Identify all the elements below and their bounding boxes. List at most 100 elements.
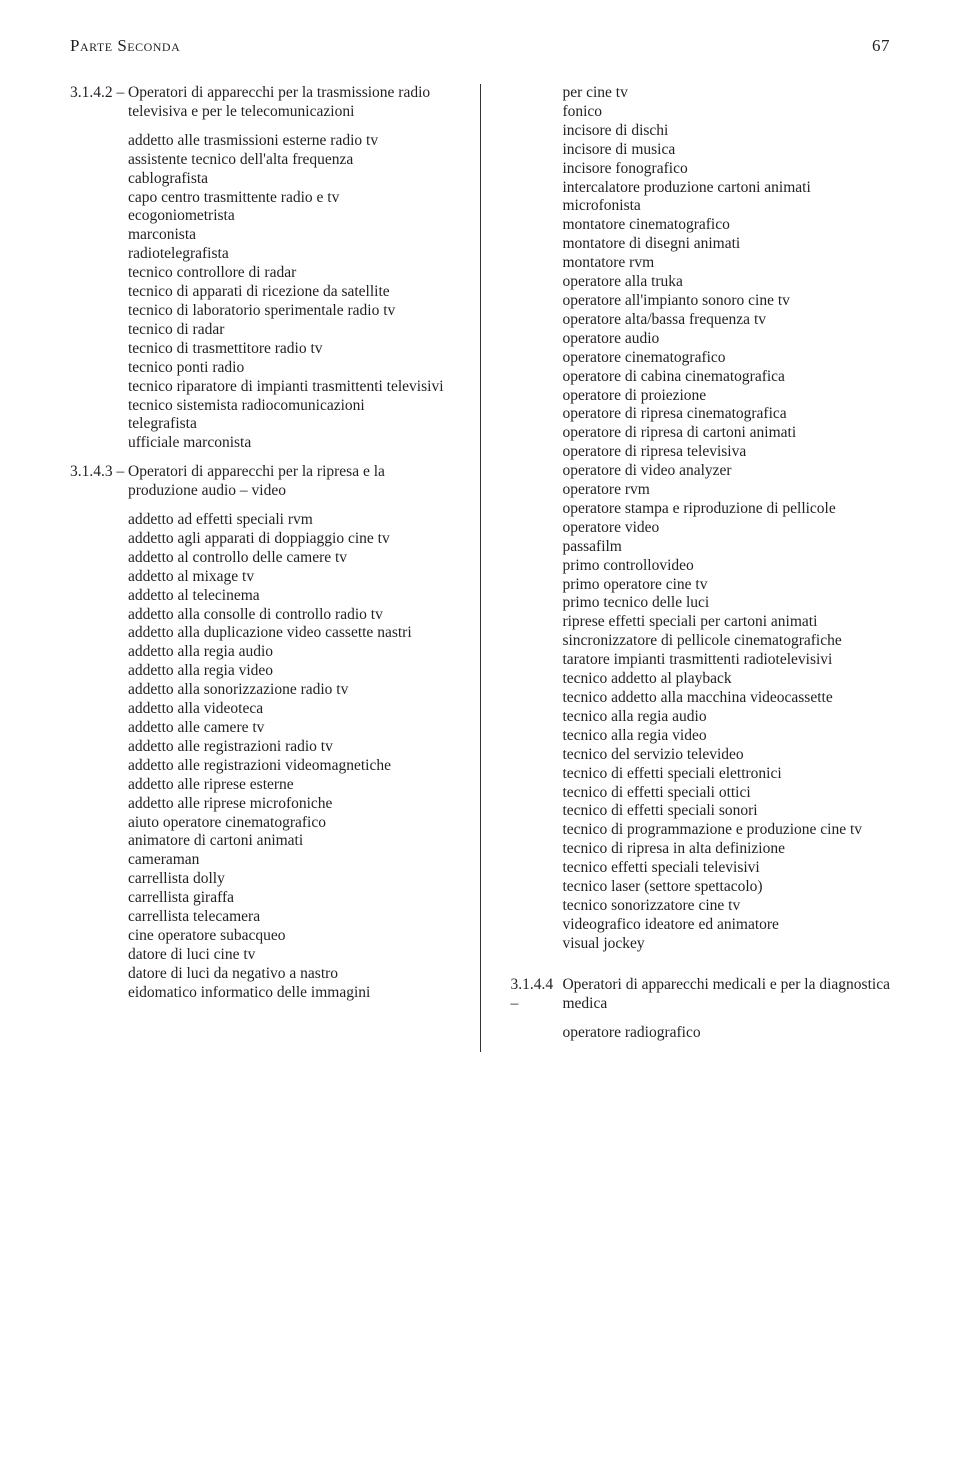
term: montatore rvm xyxy=(562,254,890,273)
term: passafilm xyxy=(562,538,890,557)
term: ecogoniometrista xyxy=(128,207,450,226)
term: cablografista xyxy=(128,170,450,189)
term: tecnico di apparati di ricezione da sate… xyxy=(128,283,450,302)
term: tecnico sistemista radiocomunicazioni xyxy=(128,397,450,416)
term: visual jockey xyxy=(562,935,890,954)
term-list: addetto ad effetti speciali rvmaddetto a… xyxy=(128,511,450,1003)
term: carrellista dolly xyxy=(128,870,450,889)
term: tecnico addetto alla macchina videocasse… xyxy=(562,689,890,708)
term: microfonista xyxy=(562,197,890,216)
term: tecnico ponti radio xyxy=(128,359,450,378)
term: primo operatore cine tv xyxy=(562,576,890,595)
term: tecnico di ripresa in alta definizione xyxy=(562,840,890,859)
section: 3.1.4.3 –Operatori di apparecchi per la … xyxy=(70,463,450,1002)
term: aiuto operatore cinematografico xyxy=(128,814,450,833)
column-separator xyxy=(480,84,481,1052)
term-list: per cine tvfonicoincisore di dischiincis… xyxy=(562,84,890,954)
term: cine operatore subacqueo xyxy=(128,927,450,946)
section: 3.1.4.4 –Operatori di apparecchi medical… xyxy=(510,976,890,1043)
term: tecnico di trasmettitore radio tv xyxy=(128,340,450,359)
term: tecnico di laboratorio sperimentale radi… xyxy=(128,302,450,321)
term: addetto al mixage tv xyxy=(128,568,450,587)
right-column: per cine tvfonicoincisore di dischiincis… xyxy=(510,84,890,1052)
section-title: Operatori di apparecchi medicali e per l… xyxy=(562,976,890,1014)
term: operatore di ripresa televisiva xyxy=(562,443,890,462)
term: addetto alle riprese esterne xyxy=(128,776,450,795)
term: operatore di proiezione xyxy=(562,387,890,406)
term: tecnico alla regia audio xyxy=(562,708,890,727)
term: marconista xyxy=(128,226,450,245)
term: addetto al telecinema xyxy=(128,587,450,606)
term: eidomatico informatico delle immagini xyxy=(128,984,450,1003)
term: intercalatore produzione cartoni animati xyxy=(562,179,890,198)
term: tecnico di radar xyxy=(128,321,450,340)
term: riprese effetti speciali per cartoni ani… xyxy=(562,613,890,632)
term: operatore cinematografico xyxy=(562,349,890,368)
section-number: 3.1.4.3 – xyxy=(70,463,128,1002)
term: tecnico sonorizzatore cine tv xyxy=(562,897,890,916)
term: operatore di cabina cinematografica xyxy=(562,368,890,387)
term: operatore di ripresa di cartoni animati xyxy=(562,424,890,443)
term: addetto alla sonorizzazione radio tv xyxy=(128,681,450,700)
term: videografico ideatore ed animatore xyxy=(562,916,890,935)
term: operatore audio xyxy=(562,330,890,349)
header-title: Parte Seconda xyxy=(70,36,180,56)
term: telegrafista xyxy=(128,415,450,434)
term: animatore di cartoni animati xyxy=(128,832,450,851)
term: taratore impianti trasmittenti radiotele… xyxy=(562,651,890,670)
term: operatore di video analyzer xyxy=(562,462,890,481)
term: per cine tv xyxy=(562,84,890,103)
term: addetto alle registrazioni radio tv xyxy=(128,738,450,757)
term: operatore di ripresa cinematografica xyxy=(562,405,890,424)
term: tecnico laser (settore spettacolo) xyxy=(562,878,890,897)
term: operatore all'impianto sonoro cine tv xyxy=(562,292,890,311)
term: radiotelegrafista xyxy=(128,245,450,264)
term: incisore di dischi xyxy=(562,122,890,141)
term: primo tecnico delle luci xyxy=(562,594,890,613)
section: 3.1.4.2 –Operatori di apparecchi per la … xyxy=(70,84,450,453)
continuation-block: per cine tvfonicoincisore di dischiincis… xyxy=(510,84,890,966)
term: addetto alla videoteca xyxy=(128,700,450,719)
term: incisore di musica xyxy=(562,141,890,160)
term: addetto alle riprese microfoniche xyxy=(128,795,450,814)
term: incisore fonografico xyxy=(562,160,890,179)
section-body: Operatori di apparecchi per la trasmissi… xyxy=(128,84,450,453)
term: addetto alla duplicazione video cassette… xyxy=(128,624,450,643)
term: addetto alle trasmissioni esterne radio … xyxy=(128,132,450,151)
term: ufficiale marconista xyxy=(128,434,450,453)
term: tecnico addetto al playback xyxy=(562,670,890,689)
term: operatore alta/bassa frequenza tv xyxy=(562,311,890,330)
term: operatore video xyxy=(562,519,890,538)
term: operatore alla truka xyxy=(562,273,890,292)
page-header: Parte Seconda 67 xyxy=(70,36,890,56)
two-column-layout: 3.1.4.2 –Operatori di apparecchi per la … xyxy=(70,84,890,1052)
term: addetto agli apparati di doppiaggio cine… xyxy=(128,530,450,549)
term: tecnico del servizio televideo xyxy=(562,746,890,765)
term: tecnico riparatore di impianti trasmitte… xyxy=(128,378,450,397)
term: assistente tecnico dell'alta frequenza xyxy=(128,151,450,170)
term: operatore rvm xyxy=(562,481,890,500)
section-body: Operatori di apparecchi medicali e per l… xyxy=(562,976,890,1043)
section-number xyxy=(510,84,562,966)
term: tecnico controllore di radar xyxy=(128,264,450,283)
section-number: 3.1.4.2 – xyxy=(70,84,128,453)
left-column: 3.1.4.2 –Operatori di apparecchi per la … xyxy=(70,84,450,1052)
term: primo controllovideo xyxy=(562,557,890,576)
term: addetto alla regia audio xyxy=(128,643,450,662)
term: tecnico di effetti speciali ottici xyxy=(562,784,890,803)
term: operatore radiografico xyxy=(562,1024,890,1043)
term: datore di luci da negativo a nastro xyxy=(128,965,450,984)
section-title: Operatori di apparecchi per la ripresa e… xyxy=(128,463,450,501)
term: sincronizzatore di pellicole cinematogra… xyxy=(562,632,890,651)
term: datore di luci cine tv xyxy=(128,946,450,965)
term: addetto al controllo delle camere tv xyxy=(128,549,450,568)
term: addetto ad effetti speciali rvm xyxy=(128,511,450,530)
section-body: Operatori di apparecchi per la ripresa e… xyxy=(128,463,450,1002)
term: tecnico effetti speciali televisivi xyxy=(562,859,890,878)
term: fonico xyxy=(562,103,890,122)
term: carrellista telecamera xyxy=(128,908,450,927)
term-list: addetto alle trasmissioni esterne radio … xyxy=(128,132,450,453)
term: addetto alla consolle di controllo radio… xyxy=(128,606,450,625)
term: addetto alla regia video xyxy=(128,662,450,681)
page-number: 67 xyxy=(872,36,890,56)
